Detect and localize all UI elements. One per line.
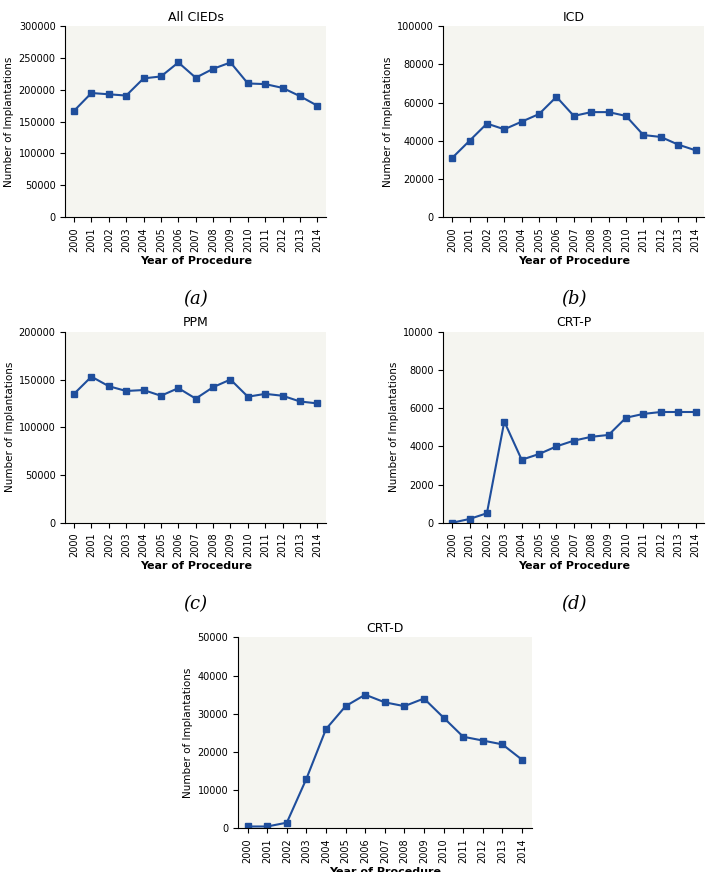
Title: CRT-P: CRT-P (556, 317, 592, 330)
Title: ICD: ICD (563, 10, 585, 24)
X-axis label: Year of Procedure: Year of Procedure (139, 562, 252, 571)
X-axis label: Year of Procedure: Year of Procedure (518, 255, 630, 266)
Text: (d): (d) (561, 596, 587, 613)
Y-axis label: Number of Implantations: Number of Implantations (4, 362, 15, 493)
Title: CRT-D: CRT-D (366, 622, 404, 635)
Y-axis label: Number of Implantations: Number of Implantations (183, 668, 193, 798)
Y-axis label: Number of Implantations: Number of Implantations (383, 57, 393, 187)
X-axis label: Year of Procedure: Year of Procedure (139, 255, 252, 266)
Text: (b): (b) (561, 290, 587, 308)
Y-axis label: Number of Implantations: Number of Implantations (389, 362, 399, 493)
Y-axis label: Number of Implantations: Number of Implantations (4, 57, 15, 187)
Text: (a): (a) (184, 290, 208, 308)
Title: PPM: PPM (183, 317, 208, 330)
X-axis label: Year of Procedure: Year of Procedure (518, 562, 630, 571)
X-axis label: Year of Procedure: Year of Procedure (329, 867, 441, 872)
Title: All CIEDs: All CIEDs (168, 10, 224, 24)
Text: (c): (c) (184, 596, 208, 613)
